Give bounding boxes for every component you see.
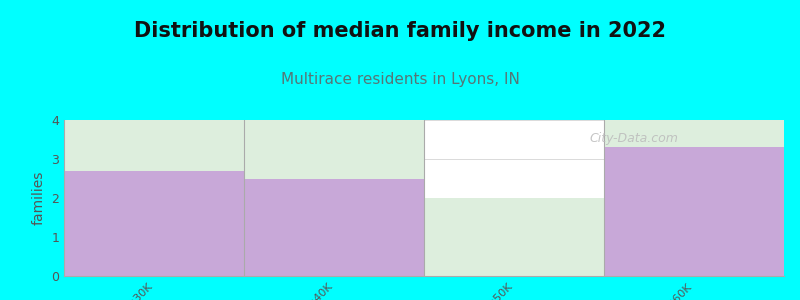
Bar <box>424 198 604 276</box>
Bar <box>244 178 424 276</box>
Text: City-Data.com: City-Data.com <box>590 133 678 146</box>
Bar <box>604 120 784 276</box>
Bar <box>64 171 244 276</box>
Text: Multirace residents in Lyons, IN: Multirace residents in Lyons, IN <box>281 72 519 87</box>
Bar <box>64 120 244 276</box>
Bar <box>244 120 424 276</box>
Bar <box>604 147 784 276</box>
Y-axis label: families: families <box>31 171 46 225</box>
Text: Distribution of median family income in 2022: Distribution of median family income in … <box>134 21 666 41</box>
